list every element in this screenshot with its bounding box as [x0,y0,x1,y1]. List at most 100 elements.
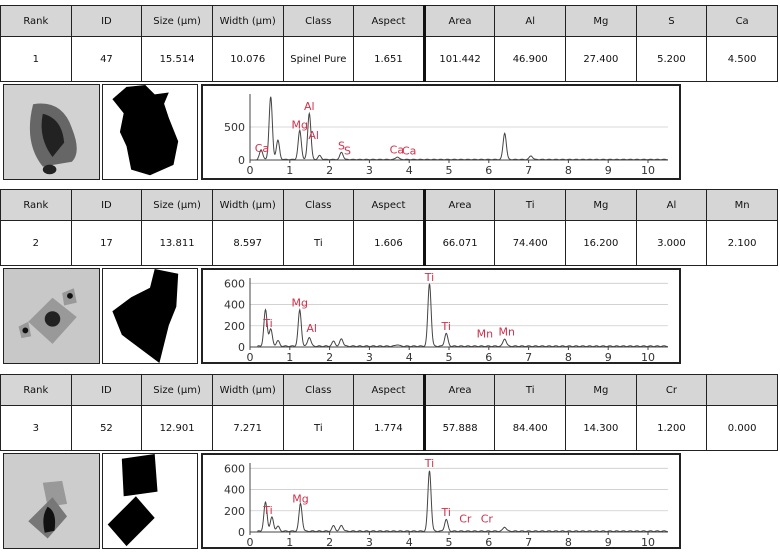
table-cell: 1.606 [353,220,425,266]
column-header: Area [422,374,496,406]
x-tick-label: 0 [247,164,254,177]
element-label: Ti [440,320,450,333]
column-header: Rank [0,189,72,221]
x-tick-label: 9 [605,164,612,177]
x-tick-label: 7 [525,536,532,547]
column-header: Size (µm) [141,5,213,37]
table-cell: 2 [0,220,72,266]
column-header: Mg [565,189,637,221]
table-cell: 0.000 [706,405,778,451]
table-cell: 16.200 [565,220,637,266]
column-header: Width (µm) [211,374,284,406]
x-tick-label: 8 [565,164,572,177]
particle-table: Rank ID Size (µm) Width (µm) Class Aspect Area… [0,189,778,266]
element-label: Ti [262,504,272,517]
element-label: Cr [481,512,494,525]
x-tick-label: 4 [406,351,413,362]
table-cell: 17 [70,220,143,266]
column-header: Aspect [353,5,425,37]
element-label: Cr [459,512,472,525]
x-tick-label: 0 [247,536,254,547]
particle-image [3,453,100,549]
particle-table: Rank ID Size (µm) Width (µm) Class Aspect Area… [0,374,778,451]
y-tick-label: 600 [224,462,245,475]
eds-spectrum-chart: 0 200 400 600 0 1 2 3 4 5 6 7 8 9 10 Ti Mg Ti Ti Cr Cr [201,453,681,549]
particle-record: Rank ID Size (µm) Width (µm) Class Aspect Area… [0,5,779,182]
table-cell: 10.076 [211,36,284,82]
column-header: ID [70,5,143,37]
x-tick-label: 10 [641,536,655,547]
image-row: 0 500 0 1 2 3 4 5 6 7 8 9 10 Ca Mg Al Al S S Ca Ca [0,84,779,182]
table-cell: 3.000 [635,220,708,266]
x-tick-label: 9 [605,351,612,362]
element-label: Ti [440,506,450,519]
column-header: Area [422,189,496,221]
x-tick-label: 7 [525,351,532,362]
column-header: Ti [494,189,566,221]
column-header: Al [635,189,708,221]
element-label: Mg [292,297,308,310]
column-header: Rank [0,374,72,406]
x-tick-label: 9 [605,536,612,547]
table-cell: 14.300 [565,405,637,451]
x-tick-label: 8 [565,536,572,547]
spectrum-line [254,283,669,348]
x-tick-label: 3 [366,351,373,362]
element-label: Al [306,322,317,335]
column-header: Size (µm) [141,189,213,221]
table-cell: Ti [282,220,355,266]
element-label: Ca [390,143,404,156]
column-header: Aspect [353,189,425,221]
column-header: Mn [706,189,778,221]
spectrum-line [254,96,668,161]
x-tick-label: 3 [366,536,373,547]
element-label: Ca [255,142,269,155]
y-tick-label: 200 [224,505,245,518]
image-row: 0 200 400 600 0 1 2 3 4 5 6 7 8 9 10 Ti Mg Ti Ti Cr Cr [0,453,779,551]
element-label: Al [308,129,319,142]
value-row: 2 17 13.811 8.597 Ti 1.606 66.071 74.400 16.200 3… [0,220,778,266]
table-cell: Ti [282,405,355,451]
column-header: Al [494,5,566,37]
element-label: Ti [424,457,434,470]
column-header: Width (µm) [211,189,284,221]
table-cell: 15.514 [141,36,213,82]
header-row: Rank ID Size (µm) Width (µm) Class Aspect Area… [0,189,778,221]
column-header: Aspect [353,374,425,406]
x-tick-label: 5 [446,536,453,547]
table-cell: 46.900 [494,36,566,82]
y-tick-label: 0 [238,341,245,354]
element-label: Ti [424,271,434,284]
particle-mask-image [102,84,198,180]
table-cell: 2.100 [706,220,778,266]
x-tick-label: 10 [641,351,655,362]
table-cell: 101.442 [422,36,496,82]
element-label: Ti [262,317,272,330]
table-cell: 47 [70,36,143,82]
table-cell: 57.888 [422,405,496,451]
particle-mask-image [102,268,198,364]
y-tick-label: 200 [224,320,245,333]
y-tick-label: 0 [238,154,245,167]
column-header [706,374,778,406]
element-label: Al [304,100,315,113]
table-cell: 5.200 [635,36,708,82]
column-header: ID [70,374,143,406]
column-header: Cr [635,374,708,406]
eds-spectrum-chart: 0 500 0 1 2 3 4 5 6 7 8 9 10 Ca Mg Al Al S S Ca Ca [201,84,681,180]
x-tick-label: 6 [485,536,492,547]
table-cell: 66.071 [422,220,496,266]
table-cell: 1.200 [635,405,708,451]
x-tick-label: 7 [525,164,532,177]
table-cell: 13.811 [141,220,213,266]
header-row: Rank ID Size (µm) Width (µm) Class Aspect Area… [0,374,778,406]
table-cell: 1.651 [353,36,425,82]
column-header: Area [422,5,496,37]
x-tick-label: 2 [326,351,333,362]
x-tick-label: 6 [485,164,492,177]
x-tick-label: 5 [446,351,453,362]
table-cell: 84.400 [494,405,566,451]
column-header: S [635,5,708,37]
particle-record: Rank ID Size (µm) Width (µm) Class Aspect Area… [0,189,779,366]
x-tick-label: 1 [286,536,293,547]
